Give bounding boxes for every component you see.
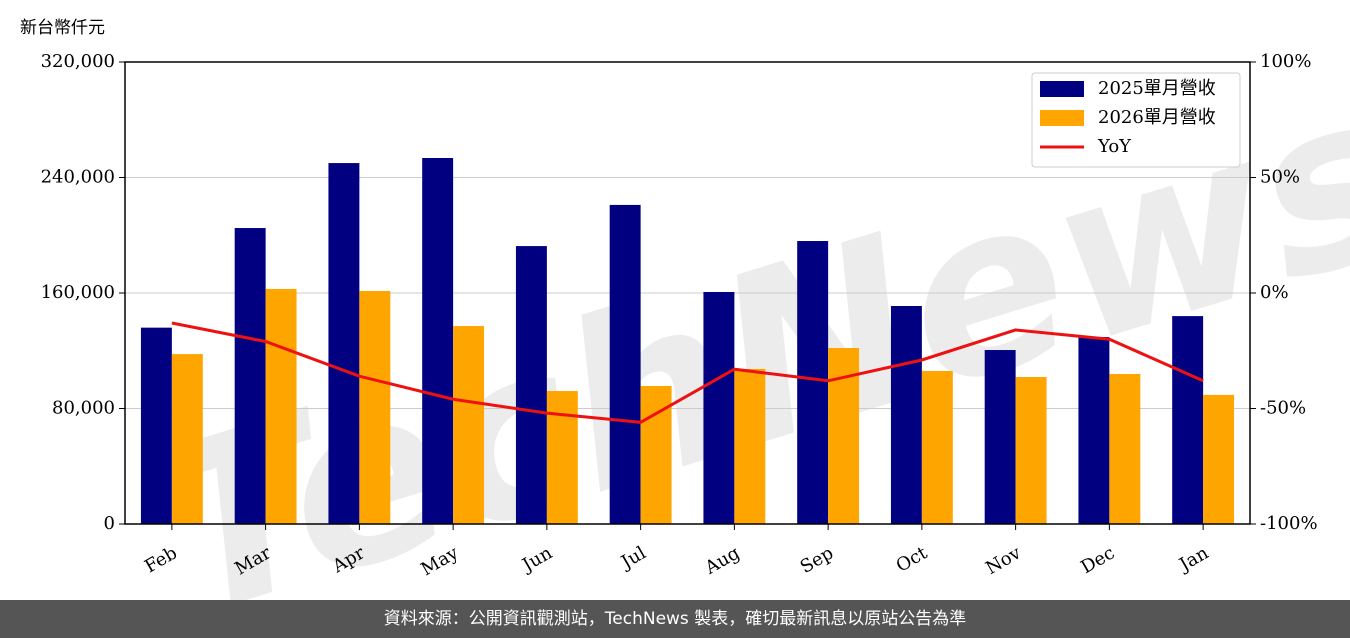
x-tick-label: Dec — [1077, 542, 1118, 578]
axes-frame — [124, 61, 1251, 525]
legend-swatch — [1040, 110, 1084, 126]
bar — [984, 350, 1016, 524]
y-tick-label: 160,000 — [41, 282, 115, 303]
y2-tick-label: 100% — [1260, 51, 1311, 72]
bar — [265, 288, 297, 524]
x-tick-label: Oct — [893, 542, 932, 577]
y2-tick-label: 50% — [1260, 167, 1300, 188]
y-tick-label: 80,000 — [52, 398, 115, 419]
y-tick-label: 240,000 — [41, 167, 115, 188]
x-tick-label: Sep — [797, 542, 837, 577]
y-tick-label: 320,000 — [41, 51, 115, 72]
bar — [328, 163, 360, 524]
y2-tick-label: -50% — [1260, 398, 1306, 419]
y2-tick-label: -100% — [1260, 513, 1318, 534]
legend-label: 2025單月營收 — [1098, 78, 1216, 99]
bar — [921, 370, 953, 524]
line — [171, 321, 1204, 424]
bar — [1078, 337, 1110, 524]
bar — [546, 391, 578, 524]
legend-swatch — [1040, 81, 1084, 97]
x-tick-label: Nov — [982, 542, 1025, 579]
bar — [453, 326, 485, 524]
footer: 資料來源：公開資訊觀測站，TechNews 製表，確切最新訊息以原站公告為準 — [0, 600, 1350, 638]
bar — [359, 290, 391, 524]
bar — [703, 291, 735, 524]
y-tick-label: 0 — [104, 513, 115, 534]
bar — [797, 241, 829, 524]
legend-label: YoY — [1097, 136, 1132, 157]
y2-tick-label: 0% — [1260, 282, 1289, 303]
x-tick-label: Aug — [701, 542, 744, 579]
bar — [734, 368, 766, 524]
bar — [234, 228, 266, 524]
bar — [515, 246, 547, 524]
legend-label: 2026單月營收 — [1098, 107, 1216, 128]
x-tick-label: Jul — [616, 542, 650, 574]
bar — [422, 158, 454, 524]
bar — [609, 204, 641, 524]
bar — [1203, 394, 1235, 524]
bar — [1109, 373, 1141, 524]
bar — [1015, 377, 1047, 524]
x-tick-label: Jan — [1174, 542, 1212, 576]
bar — [1172, 316, 1204, 524]
bar — [171, 354, 203, 524]
bar — [140, 327, 172, 524]
chart: TechNews 新台幣仟元 080,000160,000240,000320,… — [20, 18, 1350, 600]
y-axis-title: 新台幣仟元 — [20, 18, 105, 38]
bar — [890, 305, 922, 524]
